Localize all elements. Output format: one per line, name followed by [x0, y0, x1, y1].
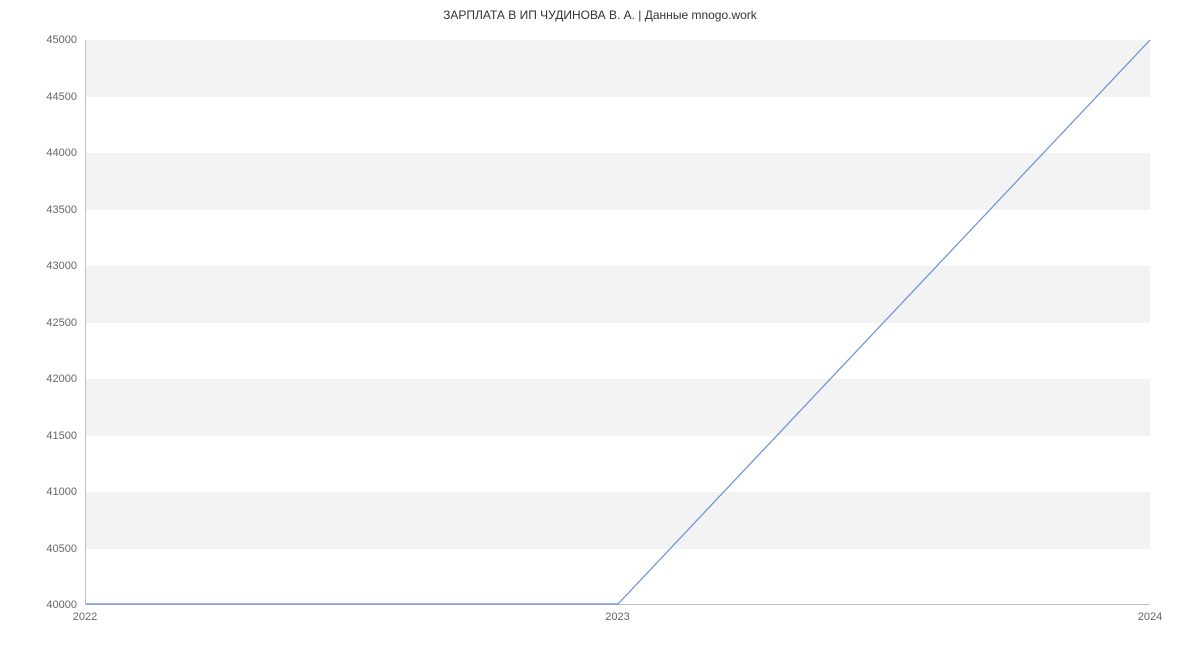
y-tick-label: 42500: [17, 317, 77, 329]
y-tick-label: 41000: [17, 486, 77, 498]
y-tick-label: 41500: [17, 430, 77, 442]
x-tick-label: 2022: [73, 611, 97, 623]
chart-title: ЗАРПЛАТА В ИП ЧУДИНОВА В. А. | Данные mn…: [0, 8, 1200, 22]
y-tick-label: 42000: [17, 373, 77, 385]
plot-area: [85, 40, 1150, 605]
x-tick-label: 2024: [1138, 611, 1162, 623]
y-tick-label: 45000: [17, 34, 77, 46]
y-tick-label: 44500: [17, 91, 77, 103]
y-tick-label: 40000: [17, 599, 77, 611]
y-tick-label: 43000: [17, 260, 77, 272]
y-tick-label: 40500: [17, 543, 77, 555]
chart-container: ЗАРПЛАТА В ИП ЧУДИНОВА В. А. | Данные mn…: [0, 0, 1200, 650]
x-tick-label: 2023: [605, 611, 629, 623]
y-tick-label: 43500: [17, 204, 77, 216]
series-line-salary: [86, 40, 1150, 604]
series-layer: [86, 40, 1150, 604]
y-tick-label: 44000: [17, 147, 77, 159]
